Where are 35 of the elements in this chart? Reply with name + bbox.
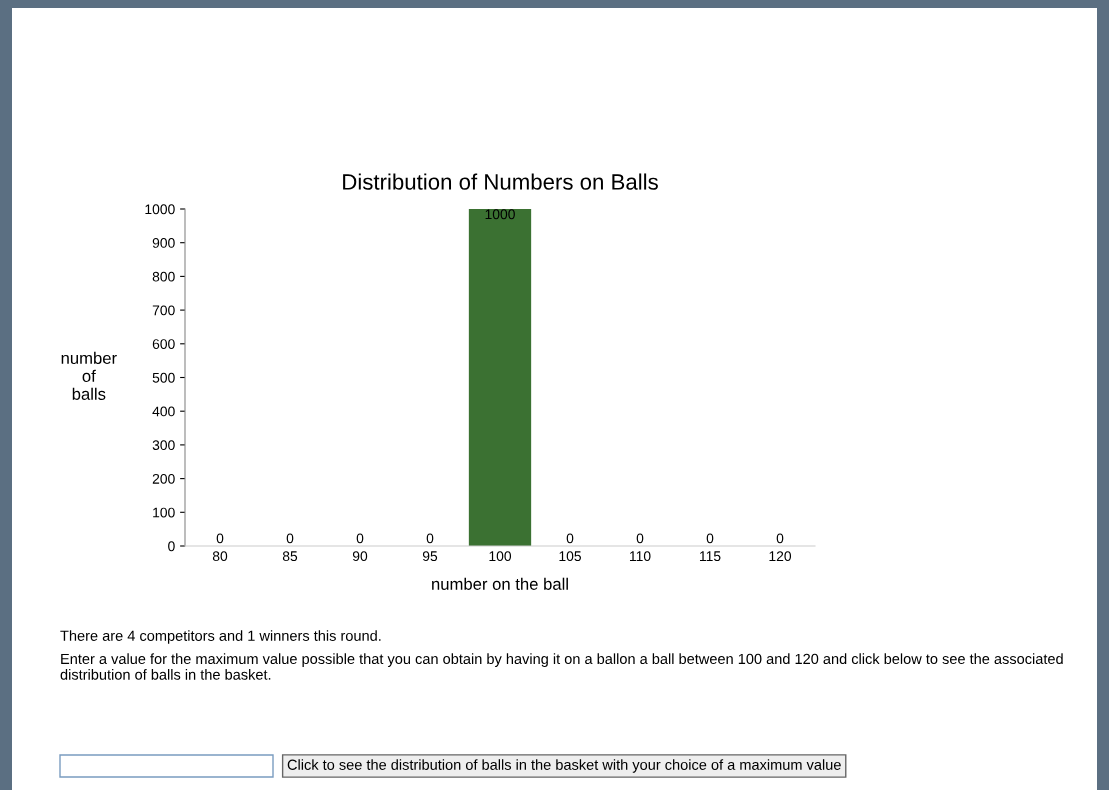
data-label: 0 bbox=[566, 533, 574, 544]
x-axis-title: number on the ball bbox=[432, 577, 568, 590]
data-label: 0 bbox=[216, 533, 224, 544]
chart-title: Distribution of Numbers on Balls bbox=[343, 173, 658, 190]
data-label: 0 bbox=[636, 533, 644, 544]
data-label: 0 bbox=[426, 533, 434, 544]
x-tick-label: 90 bbox=[352, 551, 368, 562]
data-label: 0 bbox=[776, 533, 784, 544]
y-tick-label: 700 bbox=[152, 305, 175, 316]
x-tick-label: 115 bbox=[699, 551, 721, 562]
y-axis-title: number of balls bbox=[61, 351, 117, 400]
y-tick-label: 200 bbox=[152, 473, 175, 484]
text: Enter a value for the maximum value possible that you can obtain by having it on a ballon a ball between 100 and 120 and click below to see the associated distribution of balls in the basket. bbox=[60, 653, 1063, 680]
text: There are 4 competitors and 1 winners this round. bbox=[60, 630, 381, 644]
x-tick-label: 105 bbox=[559, 551, 582, 562]
x-tick-label: 100 bbox=[489, 551, 512, 562]
data-label: 0 bbox=[706, 533, 714, 544]
x-tick-label: 120 bbox=[769, 551, 792, 562]
data-label: 0 bbox=[286, 533, 294, 544]
x-tick-label: 95 bbox=[422, 551, 438, 562]
y-tick-label: 400 bbox=[152, 406, 175, 417]
y-tick-label: 500 bbox=[152, 372, 175, 383]
data-label: 1000 bbox=[485, 209, 515, 220]
text: Click to see the distribution of balls in the basket with your choice of a maximum value bbox=[287, 759, 841, 773]
y-tick-label: 800 bbox=[152, 271, 175, 282]
x-tick-label: 85 bbox=[282, 551, 298, 562]
x-tick-label: 80 bbox=[212, 551, 228, 562]
y-tick-label: 300 bbox=[152, 440, 175, 451]
data-label: 0 bbox=[356, 533, 364, 544]
y-tick-label: 100 bbox=[153, 507, 175, 518]
x-tick-label: 110 bbox=[629, 551, 651, 562]
y-tick-label: 900 bbox=[152, 238, 175, 248]
y-tick-label: 1000 bbox=[145, 204, 175, 215]
y-tick-label: 600 bbox=[152, 339, 175, 349]
y-tick-label: 0 bbox=[168, 541, 175, 552]
